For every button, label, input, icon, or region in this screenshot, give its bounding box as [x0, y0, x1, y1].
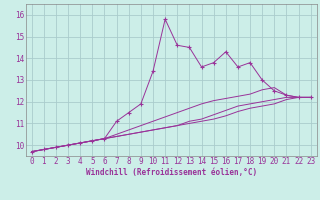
X-axis label: Windchill (Refroidissement éolien,°C): Windchill (Refroidissement éolien,°C) — [86, 168, 257, 177]
